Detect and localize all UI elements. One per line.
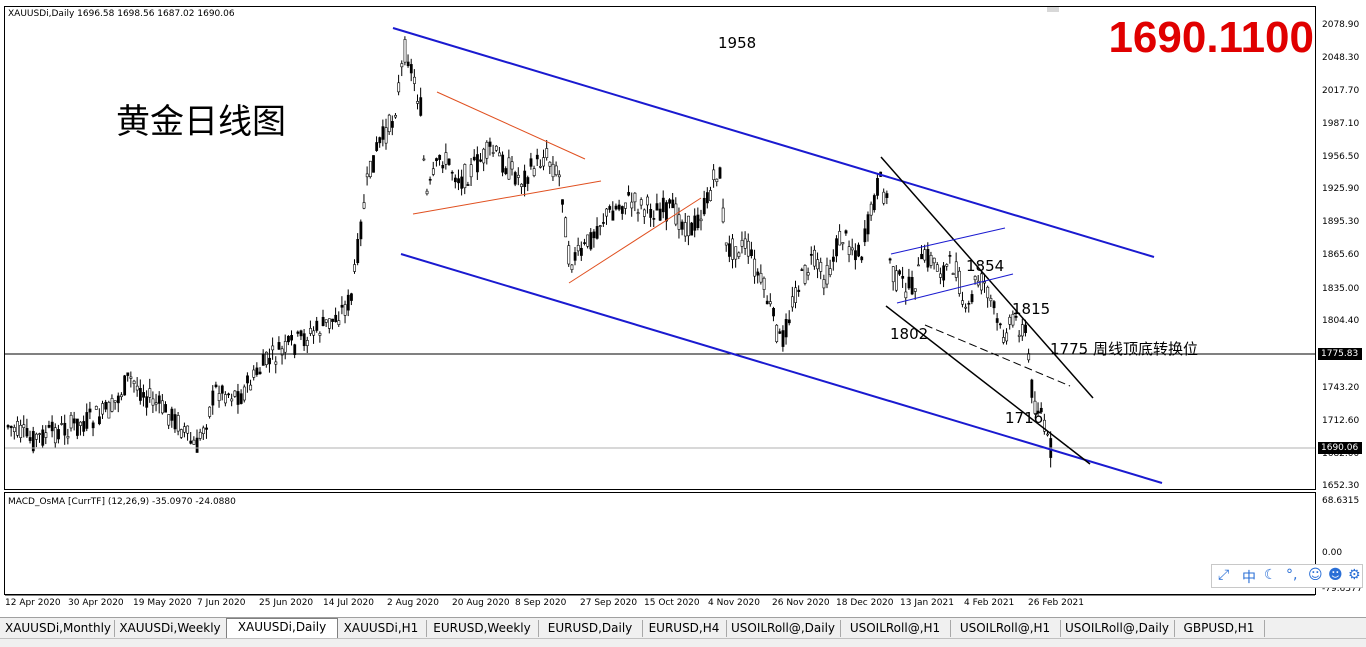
price-tick-label: 1743.20 <box>1322 383 1360 393</box>
price-chart-panel[interactable] <box>4 6 1316 490</box>
date-tick-label: 4 Feb 2021 <box>964 598 1015 608</box>
level-price-tag: 1775.83 <box>1318 348 1362 360</box>
annotation-1716[interactable]: 1716 <box>1005 409 1044 427</box>
date-tick-label: 26 Nov 2020 <box>772 598 830 608</box>
date-tick-label: 18 Dec 2020 <box>836 598 894 608</box>
chart-tabs: XAUUSDi,Monthly XAUUSDi,Weekly XAUUSDi,Dai… <box>0 617 1366 638</box>
date-tick-label: 30 Apr 2020 <box>68 598 124 608</box>
moon-icon[interactable]: ☾ <box>1264 567 1277 583</box>
price-tick-label: 1804.40 <box>1322 316 1360 326</box>
date-tick-label: 8 Sep 2020 <box>515 598 567 608</box>
date-tick-label: 25 Jun 2020 <box>259 598 314 608</box>
chart-tab[interactable]: USOILRoll@,H1 <box>950 620 1061 637</box>
price-tick-label: 2078.90 <box>1322 20 1360 30</box>
price-tick-label: 1925.90 <box>1322 184 1360 194</box>
ime-lang-indicator[interactable]: 中 <box>1242 570 1256 586</box>
date-tick-label: 2 Aug 2020 <box>387 598 439 608</box>
chart-tab[interactable]: XAUUSDi,Daily <box>226 618 338 638</box>
date-tick-label: 26 Feb 2021 <box>1028 598 1085 608</box>
macd-axis-bottom: -79.6377 <box>1322 584 1363 594</box>
price-tick-label: 1956.50 <box>1322 152 1360 162</box>
chart-tab[interactable]: EURUSD,Weekly <box>426 620 539 637</box>
chart-tab[interactable]: USOILRoll@,Daily <box>726 620 841 637</box>
date-tick-label: 7 Jun 2020 <box>197 598 246 608</box>
chart-tab[interactable]: EURUSD,H4 <box>642 620 727 637</box>
ime-keyboard-icon[interactable]: ⤢ <box>1218 567 1230 583</box>
chart-tab[interactable]: XAUUSDi,H1 <box>336 620 427 637</box>
date-tick-label: 13 Jan 2021 <box>900 598 954 608</box>
date-tick-label: 19 May 2020 <box>133 598 192 608</box>
scroll-indicator[interactable] <box>1047 7 1059 12</box>
status-bar <box>0 638 1366 647</box>
price-tick-label: 1865.60 <box>1322 250 1360 260</box>
settings-icon[interactable]: ⚙ <box>1348 567 1361 583</box>
chart-tab[interactable]: XAUUSDi,Monthly <box>2 620 115 637</box>
price-tick-label: 1987.10 <box>1322 119 1360 129</box>
date-tick-label: 12 Apr 2020 <box>5 598 61 608</box>
annotation-1815[interactable]: 1815 <box>1012 300 1051 318</box>
macd-panel[interactable] <box>4 492 1316 595</box>
annotation-1854[interactable]: 1854 <box>966 257 1005 275</box>
user-icon[interactable]: ☻ <box>1328 567 1343 583</box>
date-tick-label: 20 Aug 2020 <box>452 598 510 608</box>
annotation-1958[interactable]: 1958 <box>718 34 757 52</box>
ime-toolbar[interactable]: ⤢ 中 ☾ °, ☺ ☻ ⚙ <box>1211 564 1363 588</box>
price-tick-label: 1835.00 <box>1322 284 1360 294</box>
emoji-icon[interactable]: ☺ <box>1308 567 1323 583</box>
macd-axis-zero: 0.00 <box>1322 548 1343 558</box>
chart-caption: 黄金日线图 <box>116 102 286 142</box>
current-price-display: 1690.1100 <box>1108 13 1314 62</box>
chart-tab[interactable]: XAUUSDi,Weekly <box>114 620 227 637</box>
annotation-1775[interactable]: 1775 周线顶底转换位 <box>1050 340 1198 358</box>
price-tick-label: 2017.70 <box>1322 86 1360 96</box>
price-tick-label: 2048.30 <box>1322 53 1360 63</box>
macd-axis-top: 68.6315 <box>1322 496 1360 506</box>
price-tick-label: 1712.60 <box>1322 416 1360 426</box>
chart-tab[interactable]: GBPUSD,H1 <box>1174 620 1265 637</box>
price-tick-label: 1895.30 <box>1322 217 1360 227</box>
chart-tab[interactable]: EURUSD,Daily <box>538 620 643 637</box>
current-price-tag: 1690.06 <box>1318 442 1362 454</box>
annotation-1802[interactable]: 1802 <box>890 325 929 343</box>
macd-info: MACD_OsMA [CurrTF] (12,26,9) -35.0970 -2… <box>8 497 236 507</box>
date-tick-label: 27 Sep 2020 <box>580 598 638 608</box>
chart-tab[interactable]: USOILRoll@,H1 <box>840 620 951 637</box>
symbol-info: XAUUSDi,Daily 1696.58 1698.56 1687.02 16… <box>8 9 235 19</box>
date-tick-label: 14 Jul 2020 <box>323 598 374 608</box>
date-tick-label: 15 Oct 2020 <box>644 598 700 608</box>
chart-tab[interactable]: USOILRoll@,Daily <box>1060 620 1175 637</box>
date-tick-label: 4 Nov 2020 <box>708 598 760 608</box>
price-tick-label: 1652.30 <box>1322 481 1360 491</box>
punctuation-icon[interactable]: °, <box>1286 567 1298 583</box>
price-tick-label: 1682.00 <box>1322 449 1360 459</box>
